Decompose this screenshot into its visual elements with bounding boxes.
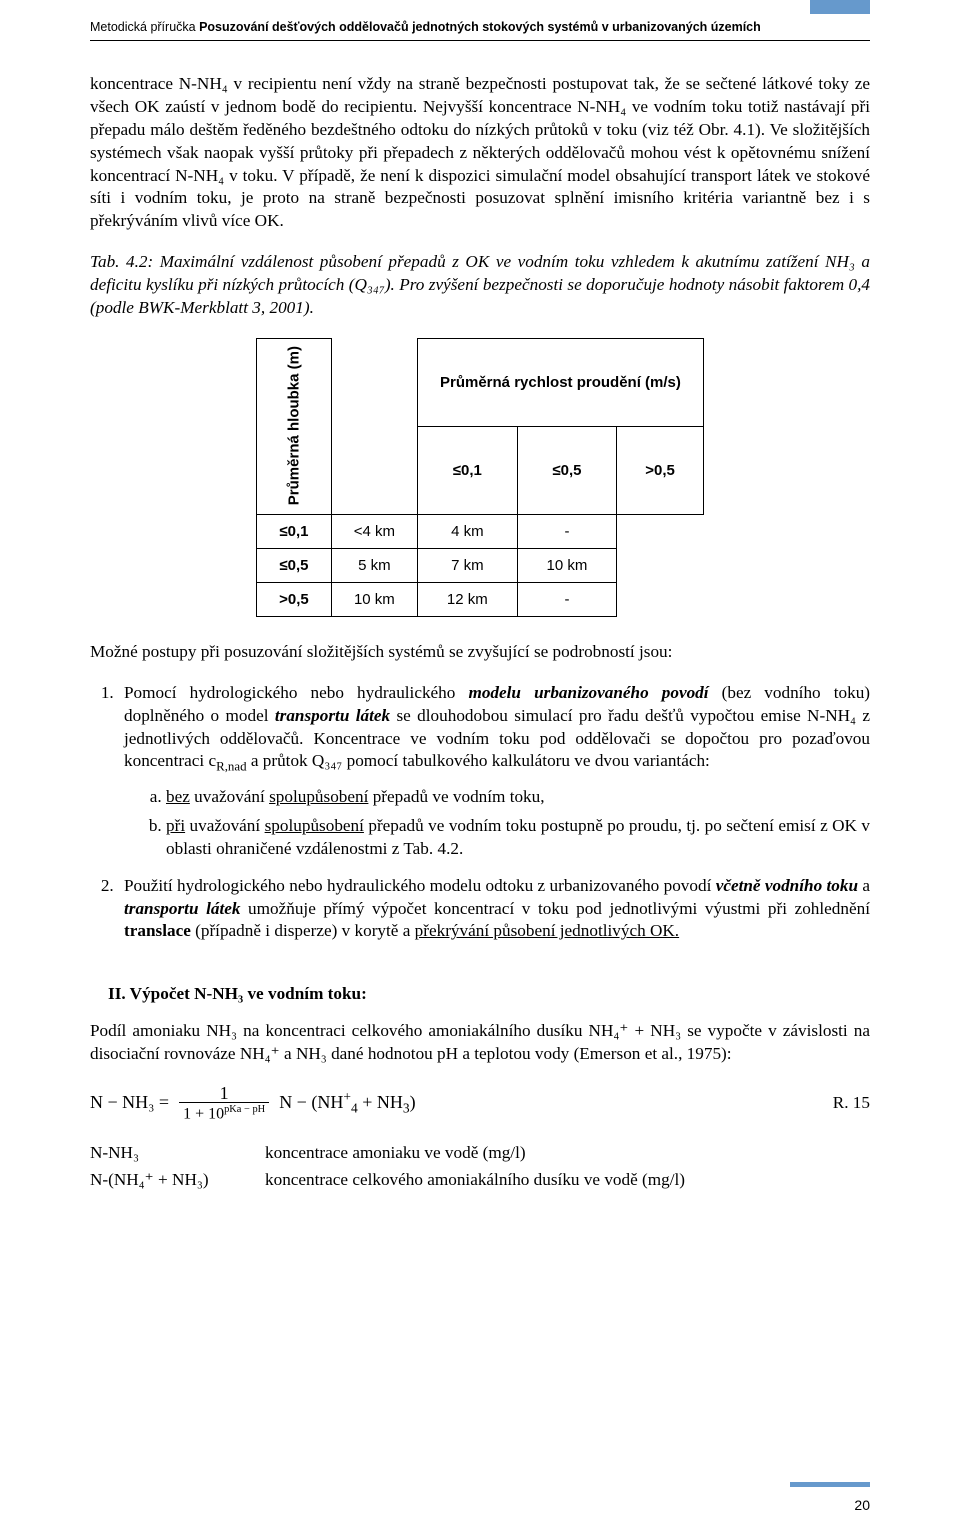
section-heading: II. Výpočet N-NH₃ ve vodním toku: (108, 983, 870, 1006)
footer-accent-bar (790, 1482, 870, 1487)
row-header: ≤0,5 (257, 548, 332, 582)
underline-run: při (166, 816, 185, 835)
table-wrapper: Průměrná hloubka (m) Průměrná rychlost p… (90, 338, 870, 617)
text-run: uvažování (185, 816, 265, 835)
col-header: ≤0,1 (418, 426, 518, 514)
table-cell: 10 km (331, 582, 417, 616)
definitions-list: N-NH₃ koncentrace amoniaku ve vodě (mg/l… (90, 1142, 870, 1192)
text-run: umožňuje přímý výpočet koncentrací v tok… (240, 899, 870, 918)
text-run: přepadů ve vodním toku, (368, 787, 544, 806)
subscript: R,nad (216, 760, 246, 774)
row-header: ≤0,1 (257, 514, 332, 548)
table-cell: - (517, 582, 617, 616)
def-value: koncentrace amoniaku ve vodě (mg/l) (265, 1142, 870, 1165)
table-cell: - (517, 514, 617, 548)
underline-run: překrývání působení jednotlivých OK. (415, 921, 679, 940)
table-cell: 12 km (418, 582, 518, 616)
numbered-list: Pomocí hydrologického nebo hydraulického… (90, 682, 870, 943)
text-run-bold: transportu látek (275, 706, 390, 725)
table-caption: Tab. 4.2: Maximální vzdálenost působení … (90, 251, 870, 320)
row-header: >0,5 (257, 582, 332, 616)
underline-run: bez (166, 787, 190, 806)
header-title: Posuzování dešťových oddělovačů jednotný… (199, 20, 761, 34)
list-item: při uvažování spolupůsobení přepadů ve v… (166, 815, 870, 861)
section2-para: Podíl amoniaku NH₃ na koncentraci celkov… (90, 1020, 870, 1066)
table-cell: <4 km (331, 514, 417, 548)
page-number: 20 (854, 1497, 870, 1513)
den-base: 1 + 10 (183, 1105, 224, 1122)
text-run-bold: transportu látek (124, 899, 240, 918)
alpha-sublist: bez uvažování spolupůsobení přepadů ve v… (124, 786, 870, 861)
fraction-numerator: 1 (216, 1084, 233, 1102)
after-table-line: Možné postupy při posuzování složitějšíc… (90, 641, 870, 664)
def-value: koncentrace celkového amoniakálního dusí… (265, 1169, 870, 1192)
underline-run: spolupůsobení (265, 816, 364, 835)
distance-table: Průměrná hloubka (m) Průměrná rychlost p… (256, 338, 704, 617)
fraction-denominator: 1 + 10pKa − pH (179, 1102, 269, 1122)
list-item: Použití hydrologického nebo hydraulickéh… (118, 875, 870, 944)
col-group-header: Průměrná rychlost proudění (m/s) (418, 338, 704, 426)
paragraph-1: koncentrace N-NH₄ v recipientu není vždy… (90, 73, 870, 233)
table-cell: 10 km (517, 548, 617, 582)
formula-fraction: 1 1 + 10pKa − pH (179, 1084, 269, 1122)
formula: N − NH₃ = 1 1 + 10pKa − pH N − (NH+4 + N… (90, 1084, 416, 1122)
def-key: N-NH₃ (90, 1142, 265, 1165)
running-header: Metodická příručka Posuzování dešťových … (90, 20, 870, 34)
text-run: N − (NH (279, 1092, 343, 1112)
col-header: ≤0,5 (517, 426, 617, 514)
text-run-bold: modelu urbanizovaného povodí (468, 683, 708, 702)
text-run: a průtok Q₃₄₇ pomocí tabulkového kalkulá… (247, 751, 710, 770)
den-exponent: pKa − pH (224, 1104, 265, 1115)
caption-body: : Maximální vzdálenost působení přepadů … (90, 252, 870, 317)
text-run-bold: včetně vodního toku (716, 876, 858, 895)
text-run: (případně i disperze) v korytě a (191, 921, 415, 940)
underline-run: spolupůsobení (269, 787, 368, 806)
col-header: >0,5 (617, 426, 704, 514)
header-rule (90, 40, 870, 41)
row-group-header-text: Průměrná hloubka (m) (285, 347, 302, 506)
table-cell: 4 km (418, 514, 518, 548)
table-cell: 5 km (331, 548, 417, 582)
text-run-bold: translace (124, 921, 191, 940)
subscript: 4 (351, 1101, 358, 1116)
list-item: Pomocí hydrologického nebo hydraulického… (118, 682, 870, 861)
formula-ref: R. 15 (833, 1092, 870, 1115)
text-run: a (858, 876, 870, 895)
row-group-header: Průměrná hloubka (m) (257, 338, 332, 514)
subscript: 3 (403, 1101, 410, 1116)
text-run: ) (410, 1092, 416, 1112)
formula-lhs: N − NH₃ = (90, 1091, 169, 1115)
text-run: uvažování (190, 787, 269, 806)
formula-row: N − NH₃ = 1 1 + 10pKa − pH N − (NH+4 + N… (90, 1084, 870, 1122)
superscript: + (343, 1089, 351, 1104)
header-prefix: Metodická příručka (90, 20, 199, 34)
text-run: Pomocí hydrologického nebo hydraulického (124, 683, 468, 702)
def-key: N-(NH₄⁺ + NH₃) (90, 1169, 265, 1192)
formula-rhs: N − (NH+4 + NH3) (279, 1088, 415, 1118)
table-cell: 7 km (418, 548, 518, 582)
caption-prefix: Tab. 4.2 (90, 252, 147, 271)
text-run: + NH (358, 1092, 403, 1112)
header-accent-bar (810, 0, 870, 14)
text-run: Použití hydrologického nebo hydraulickéh… (124, 876, 716, 895)
list-item: bez uvažování spolupůsobení přepadů ve v… (166, 786, 870, 809)
